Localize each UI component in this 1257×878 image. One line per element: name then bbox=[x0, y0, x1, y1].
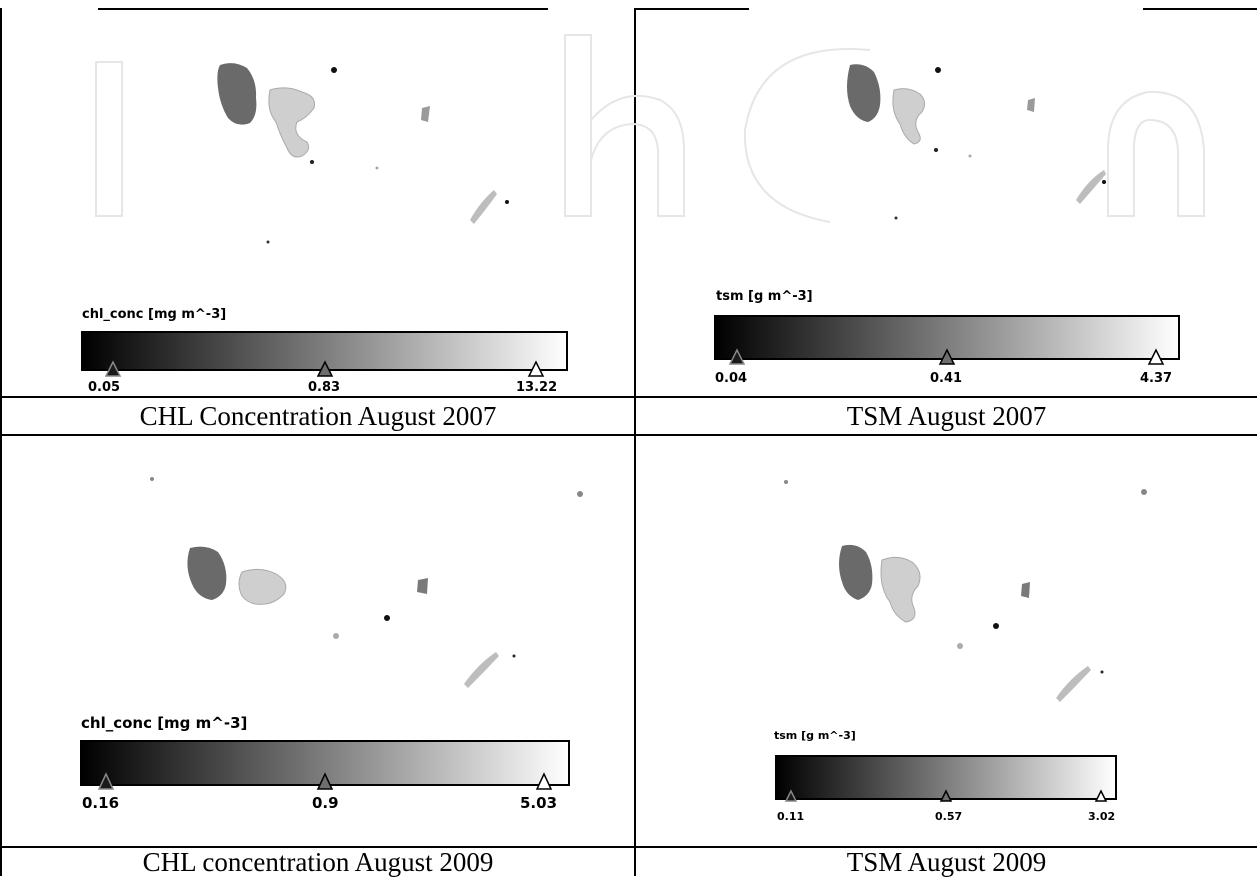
caption-chl-2007: CHL Concentration August 2007 bbox=[2, 400, 634, 432]
colorbar-tick-max: 5.03 bbox=[520, 794, 557, 812]
satellite-map-chl-2009: chl_conc [mg m^-3] 0.16 0.9 5.03 bbox=[2, 436, 634, 846]
water-speck bbox=[1101, 671, 1104, 674]
water-speck bbox=[934, 148, 938, 152]
colorbar-title: chl_conc [mg m^-3] bbox=[82, 307, 226, 322]
water-speck bbox=[384, 615, 390, 621]
water-speck bbox=[935, 67, 941, 73]
colorbar-tick-mid: 0.41 bbox=[930, 371, 962, 386]
lake-light-main bbox=[239, 569, 286, 604]
lake-small-east bbox=[417, 578, 428, 594]
map-panel-tsm-2007: tsm [g m^-3] 0.04 0.41 4.37 bbox=[636, 10, 1257, 396]
lake-elongated-southeast bbox=[1056, 666, 1091, 702]
water-speck bbox=[505, 200, 509, 204]
water-speck bbox=[577, 491, 583, 497]
lake-elongated-southeast bbox=[1076, 170, 1106, 204]
satellite-map-tsm-2007: tsm [g m^-3] 0.04 0.41 4.37 bbox=[636, 10, 1257, 396]
colorbar-tick-max: 3.02 bbox=[1088, 810, 1115, 823]
lake-light-main bbox=[893, 89, 925, 144]
water-speck bbox=[331, 67, 337, 73]
colorbar-tick-min: 0.11 bbox=[777, 810, 804, 823]
lake-dark-west bbox=[839, 545, 872, 600]
map-panel-chl-2009: chl_conc [mg m^-3] 0.16 0.9 5.03 bbox=[2, 436, 634, 846]
colorbar-tick-min: 0.04 bbox=[715, 371, 747, 386]
colorbar-tick-max: 4.37 bbox=[1140, 371, 1172, 386]
water-speck bbox=[1102, 180, 1106, 184]
lake-small-east bbox=[421, 106, 430, 122]
water-speck bbox=[376, 167, 379, 170]
water-speck bbox=[969, 155, 972, 158]
water-speck bbox=[333, 633, 339, 639]
lake-elongated-southeast bbox=[464, 652, 499, 688]
water-speck bbox=[267, 241, 270, 244]
colorbar-tick-min: 0.16 bbox=[82, 794, 119, 812]
colorbar-tick-mid: 0.83 bbox=[308, 380, 340, 395]
colorbar-tick-mid: 0.57 bbox=[935, 810, 962, 823]
caption-tsm-2007: TSM August 2007 bbox=[636, 400, 1257, 432]
caption-chl-2009: CHL concentration August 2009 bbox=[2, 846, 634, 878]
caption-tsm-2009: TSM August 2009 bbox=[636, 846, 1257, 878]
colorbar-title: chl_conc [mg m^-3] bbox=[81, 714, 247, 732]
water-speck bbox=[513, 655, 516, 658]
lake-dark-west bbox=[187, 547, 226, 600]
lake-elongated-southeast bbox=[470, 190, 497, 224]
water-speck bbox=[1141, 489, 1147, 495]
table-row-divider-1 bbox=[0, 396, 1257, 398]
lake-dark-west bbox=[217, 63, 256, 125]
lake-small-east bbox=[1021, 582, 1030, 598]
lake-dark-west bbox=[847, 64, 880, 122]
satellite-map-tsm-2009: tsm [g m^-3] 0.11 0.57 3.02 bbox=[636, 436, 1257, 846]
colorbar-title: tsm [g m^-3] bbox=[716, 289, 813, 304]
lake-small-east bbox=[1027, 98, 1035, 112]
lake-light-main bbox=[881, 557, 920, 622]
water-speck bbox=[895, 217, 898, 220]
map-panel-chl-2007: chl_conc [mg m^-3] 0.05 0.83 13.22 bbox=[2, 10, 634, 396]
colorbar-title: tsm [g m^-3] bbox=[774, 729, 856, 742]
map-panel-tsm-2009: tsm [g m^-3] 0.11 0.57 3.02 bbox=[636, 436, 1257, 846]
lake-light-main bbox=[269, 88, 315, 157]
water-speck bbox=[784, 480, 788, 484]
water-speck bbox=[993, 623, 999, 629]
colorbar-tick-mid: 0.9 bbox=[312, 794, 339, 812]
colorbar-tick-max: 13.22 bbox=[516, 380, 557, 395]
satellite-map-chl-2007: chl_conc [mg m^-3] 0.05 0.83 13.22 bbox=[2, 10, 634, 396]
colorbar-tick-min: 0.05 bbox=[88, 380, 120, 395]
water-speck bbox=[957, 643, 963, 649]
water-speck bbox=[310, 160, 314, 164]
water-speck bbox=[150, 477, 154, 481]
